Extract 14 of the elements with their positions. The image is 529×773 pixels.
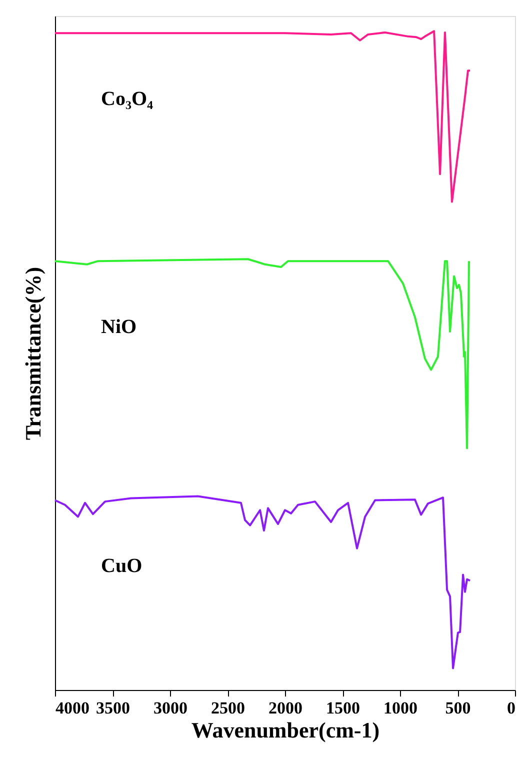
x-tick-label: 2000 — [268, 698, 302, 718]
text: CuO — [101, 555, 142, 578]
x-tick-label: 0 — [507, 698, 516, 718]
x-tick-label: 500 — [445, 698, 471, 718]
text: Co₃O₄ — [101, 88, 153, 110]
x-axis-title: Wavenumber(cm-1) — [191, 718, 380, 742]
x-tick-label: 3500 — [96, 698, 130, 718]
text: NiO — [101, 316, 137, 338]
x-tick-label: 4000 — [56, 698, 90, 718]
x-tick-label: 1500 — [326, 698, 360, 718]
x-tick-label: 2500 — [211, 698, 245, 718]
x-tick-label: 1000 — [384, 698, 418, 718]
x-tick-label: 3000 — [154, 698, 188, 718]
y-axis-title: Transmittance(%) — [20, 266, 46, 440]
